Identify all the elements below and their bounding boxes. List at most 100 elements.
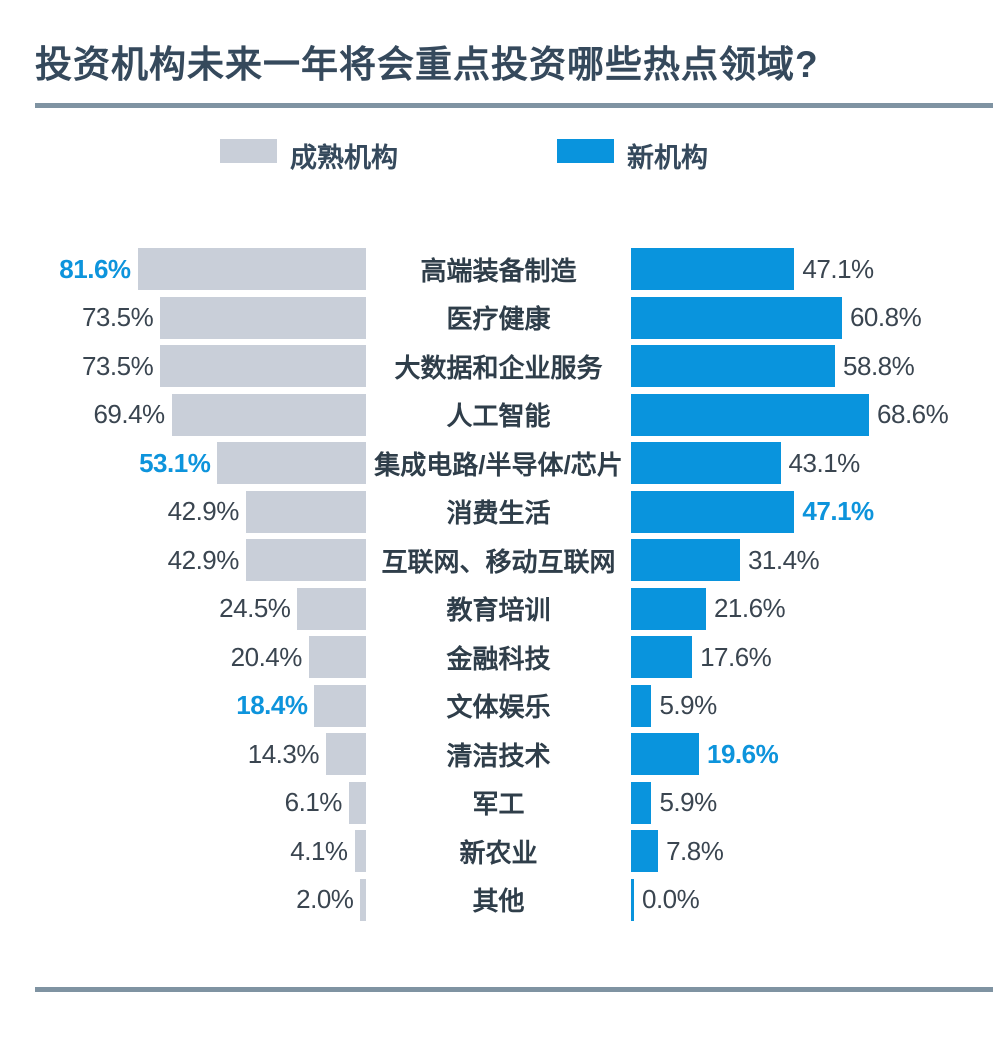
legend-label-mature: 成熟机构 [290,143,398,173]
category-cell: 集成电路/半导体/芯片 [366,439,631,488]
category-cell: 文体娱乐 [366,682,631,731]
chart-row: 53.1% 集成电路/半导体/芯片 43.1% [0,439,996,488]
category-cell: 军工 [366,779,631,828]
chart-row: 24.5% 教育培训 21.6% [0,585,996,634]
new-bar [631,587,706,630]
legend-label-new: 新机构 [627,143,708,173]
category-cell: 医疗健康 [366,294,631,343]
new-bar-cell: 47.1% [631,245,996,294]
mature-value-label: 4.1% [290,835,348,866]
new-bar-cell: 5.9% [631,779,996,828]
category-label: 消费生活 [446,498,551,529]
mature-value-label: 6.1% [284,787,343,818]
chart-row: 14.3% 清洁技术 19.6% [0,730,996,779]
new-bar [631,830,659,873]
mature-bar [314,684,366,727]
chart-row: 73.5% 医疗健康 60.8% [0,294,996,343]
category-cell: 金融科技 [366,633,631,682]
mature-bar-cell: 18.4% [0,682,366,731]
chart-row: 2.0% 其他 0.0% [0,876,996,925]
new-value-label: 5.9% [659,787,717,818]
mature-bar-cell: 42.9% [0,488,366,537]
new-bar [631,393,870,436]
mature-value-label: 24.5% [219,593,291,624]
category-label: 新农业 [459,837,538,868]
new-bar [631,636,693,679]
mature-bar-cell: 73.5% [0,294,366,343]
chart-row: 4.1% 新农业 7.8% [0,827,996,876]
category-cell: 清洁技术 [366,730,631,779]
category-label: 医疗健康 [446,304,551,335]
category-label: 大数据和企业服务 [394,352,603,383]
category-cell: 消费生活 [366,488,631,537]
category-label: 高端装备制造 [420,255,577,286]
category-label: 军工 [472,789,525,820]
category-cell: 人工智能 [366,391,631,440]
new-value-label: 19.6% [707,738,779,769]
new-bar-cell: 19.6% [631,730,996,779]
chart-row: 18.4% 文体娱乐 5.9% [0,682,996,731]
mature-bar-cell: 20.4% [0,633,366,682]
chart-row: 81.6% 高端装备制造 47.1% [0,245,996,294]
mature-bar-cell: 2.0% [0,876,366,925]
new-bar [631,878,634,921]
chart-row: 42.9% 消费生活 47.1% [0,488,996,537]
new-bar [631,248,795,291]
mature-value-label: 69.4% [93,399,165,430]
new-bar-cell: 21.6% [631,585,996,634]
chart-row: 73.5% 大数据和企业服务 58.8% [0,342,996,391]
mature-bar [160,345,366,388]
new-bar-cell: 17.6% [631,633,996,682]
mature-bar [297,587,366,630]
new-value-label: 21.6% [713,593,786,624]
mature-bar-cell: 24.5% [0,585,366,634]
new-value-label: 47.1% [802,496,874,527]
mature-bar-cell: 4.1% [0,827,366,876]
category-cell: 互联网、移动互联网 [366,536,631,585]
mature-value-label: 42.9% [167,544,240,575]
mature-bar-cell: 73.5% [0,342,366,391]
new-bar [631,442,781,485]
mature-bar [171,393,366,436]
chart-row: 69.4% 人工智能 68.6% [0,391,996,440]
mature-bar [354,830,366,873]
category-cell: 大数据和企业服务 [366,342,631,391]
mature-value-label: 2.0% [296,884,354,915]
category-label: 集成电路/半导体/芯片 [374,449,623,480]
category-label: 清洁技术 [446,740,551,771]
footer-divider-line [35,987,993,992]
mature-value-label: 14.3% [247,738,320,769]
legend-swatch-new [557,139,614,163]
new-value-label: 43.1% [788,447,861,478]
new-bar [631,345,836,388]
new-value-label: 17.6% [700,641,772,672]
new-bar [631,733,699,776]
category-label: 文体娱乐 [446,692,551,723]
mature-bar [360,878,366,921]
new-value-label: 58.8% [843,350,915,381]
mature-bar-cell: 69.4% [0,391,366,440]
mature-value-label: 81.6% [59,253,131,284]
category-label: 互联网、移动互联网 [381,546,616,577]
category-cell: 其他 [366,876,631,925]
new-bar-cell: 60.8% [631,294,996,343]
mature-bar [348,781,366,824]
new-bar-cell: 7.8% [631,827,996,876]
mature-bar-cell: 42.9% [0,536,366,585]
new-bar [631,539,740,582]
diverging-bar-chart: 81.6% 高端装备制造 47.1% 73.5% 医疗健康 60.8% 73.5… [0,245,996,924]
legend-swatch-mature [220,139,277,163]
new-bar [631,296,842,339]
title-divider-line [35,103,993,108]
mature-bar [245,490,366,533]
category-label: 其他 [472,886,525,917]
new-value-label: 68.6% [877,399,949,430]
category-cell: 高端装备制造 [366,245,631,294]
new-bar-cell: 68.6% [631,391,996,440]
new-bar-cell: 5.9% [631,682,996,731]
new-bar [631,684,652,727]
mature-bar [160,296,366,339]
mature-value-label: 20.4% [230,641,303,672]
new-bar-cell: 0.0% [631,876,996,925]
mature-bar-cell: 53.1% [0,439,366,488]
